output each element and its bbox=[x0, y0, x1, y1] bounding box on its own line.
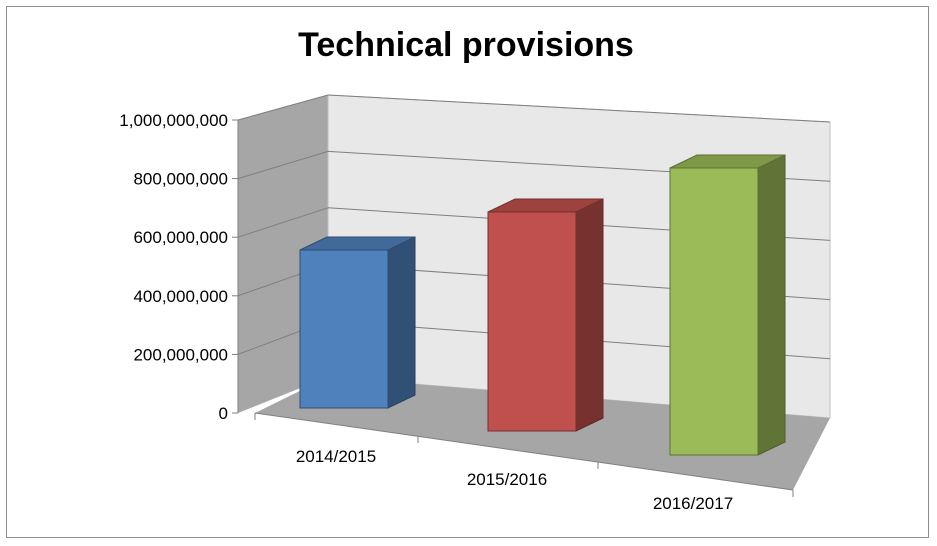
x-tick-label: 2015/2016 bbox=[467, 470, 547, 489]
bar bbox=[487, 211, 577, 432]
y-tick-label: 1,000,000,000 bbox=[119, 111, 228, 130]
bar bbox=[299, 249, 389, 409]
floor bbox=[255, 377, 830, 490]
x-axis-line bbox=[254, 412, 794, 491]
y-tick-label: 800,000,000 bbox=[133, 170, 228, 189]
y-tick-label: 600,000,000 bbox=[133, 228, 228, 247]
y-tick-label: 0 bbox=[219, 404, 228, 423]
bar-side bbox=[575, 198, 604, 432]
gridline-side bbox=[237, 150, 329, 180]
gridline-side bbox=[237, 94, 329, 121]
gridline bbox=[327, 94, 831, 123]
x-axis: 2014/2015 2015/2016 2016/2017 bbox=[254, 412, 794, 513]
chart-title: Technical provisions bbox=[298, 26, 634, 64]
y-tick-label: 400,000,000 bbox=[133, 287, 228, 306]
y-tick-label: 200,000,000 bbox=[133, 345, 228, 364]
x-tick-label: 2014/2015 bbox=[296, 447, 376, 466]
bar bbox=[669, 167, 759, 456]
x-tick-label: 2016/2017 bbox=[653, 494, 733, 513]
y-axis: 0 200,000,000 400,000,000 600,000,000 800,00… bbox=[119, 111, 239, 423]
bar-side bbox=[387, 236, 416, 409]
gridline-side bbox=[237, 207, 329, 238]
bars bbox=[299, 154, 786, 456]
bar-side bbox=[757, 154, 786, 456]
